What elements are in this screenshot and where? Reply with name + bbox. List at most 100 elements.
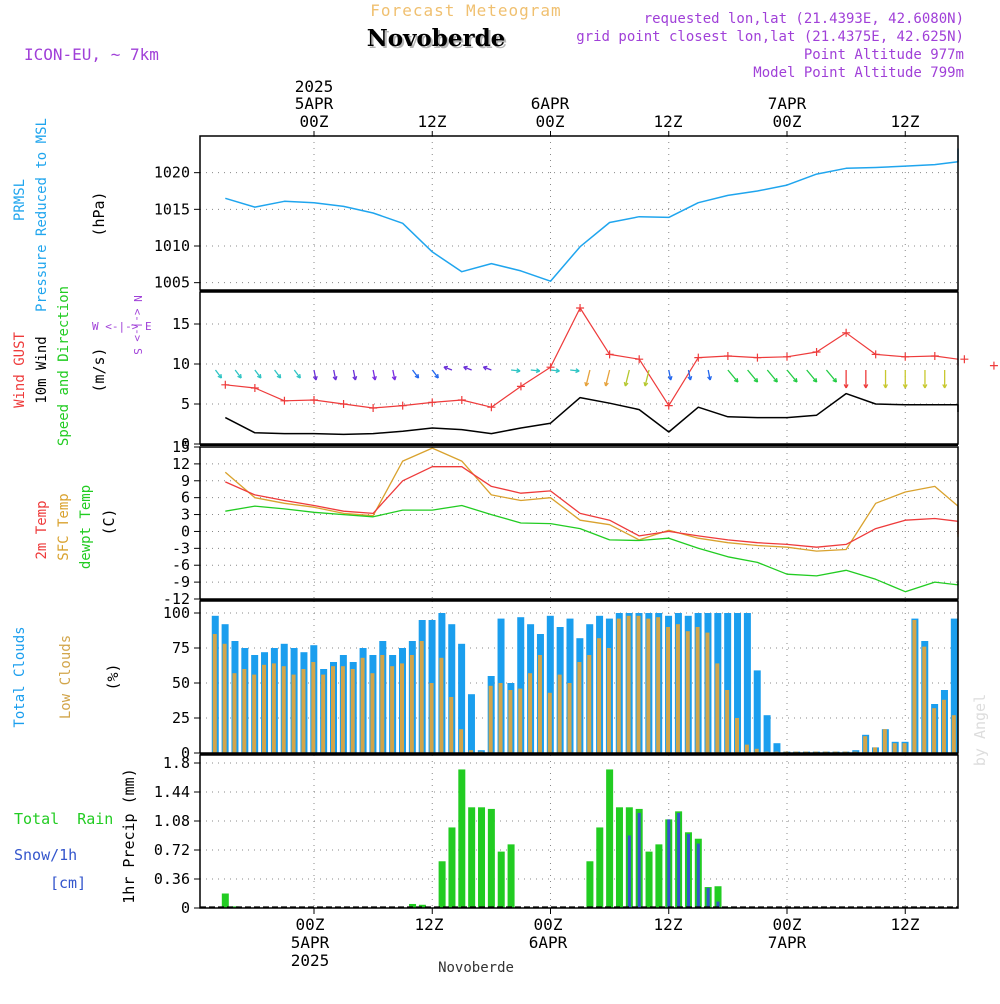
location-title-main: Novoberde <box>367 25 506 52</box>
grid-layer <box>200 136 958 908</box>
snow-bar <box>677 812 681 908</box>
wind-direction-arrowhead <box>575 368 580 374</box>
wind-direction-arrowhead <box>414 373 420 379</box>
ticks-layer: 1005101010151020051015-12-9-6-3036912150… <box>154 131 906 917</box>
rain-bar <box>458 769 466 908</box>
wind-gust-marker <box>694 353 703 362</box>
wind-direction-arrow <box>463 366 472 371</box>
low-cloud-bar <box>360 657 365 753</box>
wind-direction-arrow <box>806 369 818 383</box>
low-cloud-bar <box>577 662 582 753</box>
low-cloud-bar <box>882 729 887 753</box>
top-date-5apr: 5APR <box>295 94 334 113</box>
wind-direction-arrowhead <box>843 384 849 389</box>
panel-frame-precip <box>199 754 959 909</box>
low-cloud-bar <box>390 666 395 753</box>
wind-gust-marker <box>250 384 259 392</box>
panel-frame-pressure <box>199 135 959 291</box>
top-year-label: 2025 <box>295 77 334 96</box>
wind-direction-arrow <box>254 369 262 379</box>
snow-bar <box>627 835 631 908</box>
wind-direction-arrow <box>313 369 317 381</box>
wind-direction-arrow <box>392 369 396 381</box>
rain-label: Total Rain <box>14 810 113 828</box>
y-tick-label: 1015 <box>154 200 190 218</box>
low-cloud-bar <box>557 674 562 753</box>
total-cloud-bar <box>753 670 761 753</box>
wind-gust-marker <box>457 396 466 404</box>
wind-direction-arrowhead <box>753 377 759 383</box>
y-tick-label: 9 <box>181 472 190 490</box>
rain-bar <box>586 861 594 908</box>
low-cloud-bar <box>252 674 257 753</box>
y-tick-label: 5 <box>181 395 190 413</box>
low-cloud-bar <box>212 634 217 753</box>
low-cloud-bar <box>656 617 661 753</box>
total-cloud-bar <box>546 615 554 753</box>
total-cloud-bar <box>734 613 742 753</box>
low-cloud-bar <box>932 708 937 753</box>
low-cloud-bar <box>439 657 444 753</box>
temp-2m-line <box>225 466 959 548</box>
wind-direction-arrowhead <box>332 375 338 381</box>
wind-direction-arrowhead <box>296 373 301 379</box>
wind-gust-marker <box>221 380 230 389</box>
wind-direction-arrowhead <box>902 384 908 389</box>
snow-unit-label: [cm] <box>50 874 86 892</box>
low-cloud-bar <box>872 747 877 753</box>
low-cloud-bar <box>262 664 267 753</box>
y-tick-label: -6 <box>172 556 190 574</box>
low-cloud-bar <box>863 736 868 753</box>
location-title: Novoberde <box>369 27 508 54</box>
low-cloud-bar <box>626 615 631 753</box>
wind-direction-arrowhead <box>391 375 397 381</box>
total-cloud-bar <box>458 643 466 753</box>
low-cloud-bar <box>537 655 542 753</box>
low-cloud-bar <box>232 673 237 753</box>
y-tick-label: 0 <box>181 522 190 540</box>
top-date-7apr: 7APR <box>768 94 807 113</box>
temp-unit: (C) <box>100 508 118 535</box>
low-cloud-bar <box>429 683 434 753</box>
low-cloud-bar <box>735 718 740 753</box>
wind-direction-arrowhead <box>643 381 649 387</box>
low-cloud-bar <box>685 631 690 753</box>
y-tick-label: 0.36 <box>154 870 190 888</box>
wind-direction-arrowhead <box>812 377 818 383</box>
low-cloud-bar <box>488 685 493 753</box>
low-cloud-bar <box>498 683 503 753</box>
wind-direction-arrowhead <box>832 377 838 383</box>
bottom-hour-label: 00Z <box>773 915 802 934</box>
wind-direction-arrowhead <box>707 375 712 381</box>
wind-direction-arrowhead <box>942 384 948 389</box>
wind-direction-arrow <box>352 369 357 381</box>
low-cloud-bar <box>725 690 730 753</box>
low-cloud-bar <box>331 666 336 753</box>
low-cloud-bar <box>695 627 700 753</box>
total-cloud-bar <box>743 613 751 753</box>
rain-bar <box>448 827 456 908</box>
wind-gust-marker <box>960 355 969 364</box>
low-cloud-bar <box>370 673 375 753</box>
top-hour-label: 00Z <box>773 112 802 131</box>
low-cloud-bar <box>912 620 917 753</box>
bottom-hour-label: 12Z <box>654 915 683 934</box>
bottom-hour-label: 12Z <box>415 915 444 934</box>
wind-direction-arrow <box>372 369 376 381</box>
wind-direction-arrowhead <box>733 377 739 383</box>
low-cloud-bar <box>301 669 306 753</box>
wind-10m-label: 10m Wind <box>34 336 50 403</box>
total-cloud-bar <box>763 715 771 753</box>
total-cloud-bar <box>517 617 525 753</box>
total-cloud-bar <box>950 618 958 753</box>
wind-direction-arrow <box>786 369 798 383</box>
low-cloud-bar <box>311 662 316 753</box>
wind-gust-marker <box>989 361 998 370</box>
wind-direction-arrow <box>644 369 650 387</box>
low-cloud-bar <box>715 663 720 753</box>
precip-ylabel: 1hr Precip (mm) <box>120 768 138 903</box>
wind-direction-arrow <box>293 369 301 379</box>
y-tick-label: 1.08 <box>154 812 190 830</box>
low-cloud-bar <box>616 618 621 753</box>
rain-bar <box>655 844 663 908</box>
